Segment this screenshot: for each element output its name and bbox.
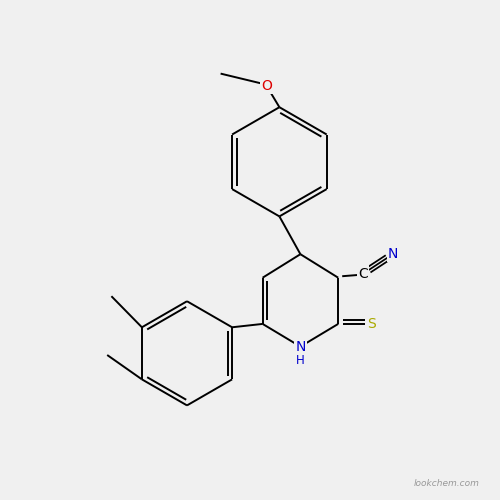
Text: N: N (388, 247, 398, 261)
Text: H: H (296, 354, 305, 367)
Text: N: N (295, 340, 306, 353)
Text: O: O (262, 79, 272, 93)
Text: C: C (358, 266, 368, 280)
Text: S: S (368, 317, 376, 331)
Text: lookchem.com: lookchem.com (414, 478, 480, 488)
